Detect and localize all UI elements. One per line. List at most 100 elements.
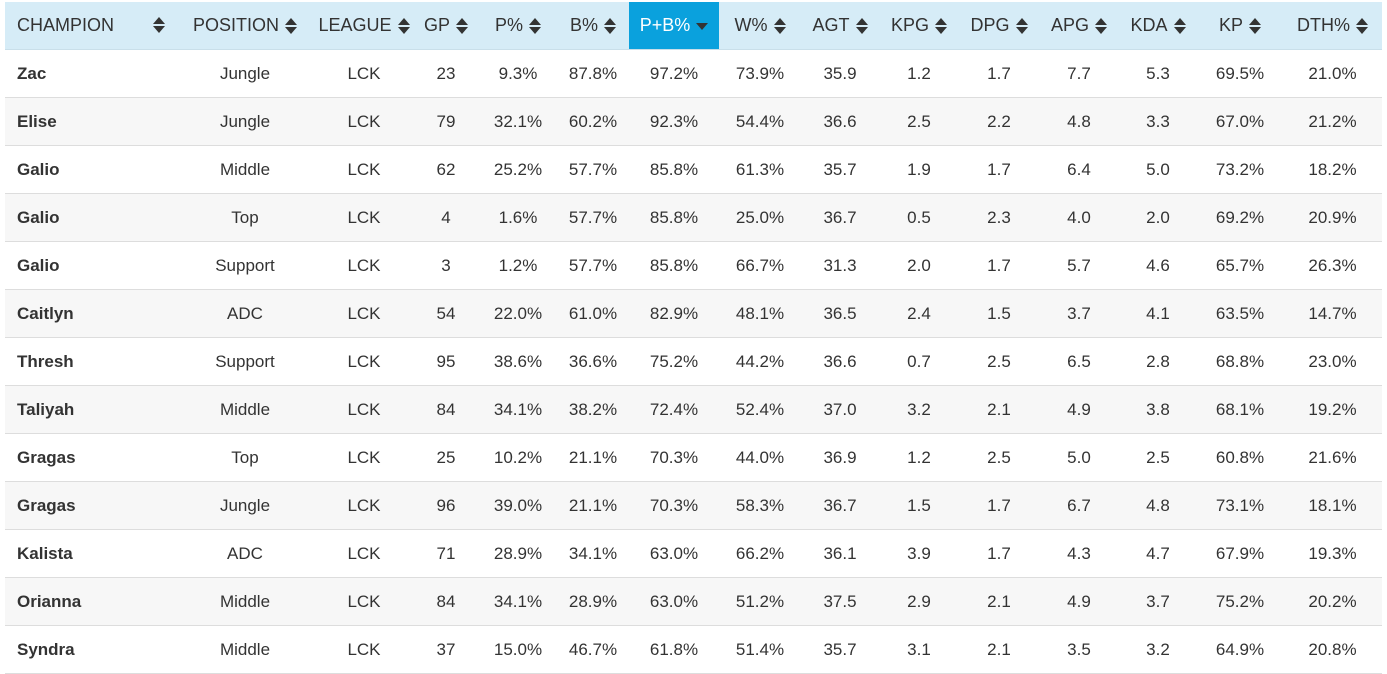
- cell-kpg: 2.0: [879, 241, 959, 290]
- cell-position: Top: [175, 433, 315, 482]
- cell-bpct: 21.1%: [557, 433, 629, 482]
- sort-icon[interactable]: [1173, 17, 1186, 35]
- cell-pplus-bpct: 85.8%: [629, 193, 719, 242]
- cell-kpg: 1.2: [879, 433, 959, 482]
- cell-gp: 95: [413, 337, 479, 386]
- cell-kda: 2.5: [1119, 433, 1197, 482]
- table-row[interactable]: Syndra Middle LCK 37 15.0% 46.7% 61.8% 51.4% 35.…: [5, 625, 1382, 674]
- cell-apg: 6.5: [1039, 337, 1119, 386]
- cell-league: LCK: [315, 97, 413, 146]
- sort-desc-icon[interactable]: [696, 17, 709, 35]
- table-row[interactable]: Elise Jungle LCK 79 32.1% 60.2% 92.3% 54.4% 36.6…: [5, 97, 1382, 146]
- table-row[interactable]: Taliyah Middle LCK 84 34.1% 38.2% 72.4% 52.4% 37…: [5, 385, 1382, 434]
- cell-wpct: 66.2%: [719, 529, 801, 578]
- cell-dthpct: 20.2%: [1283, 577, 1382, 626]
- cell-dthpct: 21.2%: [1283, 97, 1382, 146]
- cell-kda: 3.3: [1119, 97, 1197, 146]
- cell-agt: 36.9: [801, 433, 879, 482]
- column-header-ppct[interactable]: P%: [479, 2, 557, 50]
- cell-kda: 2.0: [1119, 193, 1197, 242]
- column-header-position[interactable]: POSITION: [175, 2, 315, 50]
- table-row[interactable]: Gragas Top LCK 25 10.2% 21.1% 70.3% 44.0% 36.9 1.…: [5, 433, 1382, 482]
- cell-agt: 35.7: [801, 145, 879, 194]
- sort-icon[interactable]: [529, 17, 541, 35]
- column-header-kda[interactable]: KDA: [1119, 2, 1197, 50]
- column-header-dpg[interactable]: DPG: [959, 2, 1039, 50]
- cell-position: Jungle: [175, 481, 315, 530]
- cell-league: LCK: [315, 433, 413, 482]
- cell-bpct: 57.7%: [557, 241, 629, 290]
- column-header-gp[interactable]: GP: [413, 2, 479, 50]
- column-header-apg[interactable]: APG: [1039, 2, 1119, 50]
- cell-champion: Caitlyn: [5, 289, 175, 338]
- cell-gp: 23: [413, 49, 479, 98]
- column-header-kp[interactable]: KP: [1197, 2, 1283, 50]
- sort-icon[interactable]: [1015, 17, 1028, 35]
- cell-wpct: 44.2%: [719, 337, 801, 386]
- cell-kpg: 3.1: [879, 625, 959, 674]
- table-row[interactable]: Thresh Support LCK 95 38.6% 36.6% 75.2% 44.2% 36…: [5, 337, 1382, 386]
- cell-kda: 2.8: [1119, 337, 1197, 386]
- table-row[interactable]: Galio Top LCK 4 1.6% 57.7% 85.8% 25.0% 36.7 0.5 2.…: [5, 193, 1382, 242]
- cell-dthpct: 21.6%: [1283, 433, 1382, 482]
- table-row[interactable]: Gragas Jungle LCK 96 39.0% 21.1% 70.3% 58.3% 36.…: [5, 481, 1382, 530]
- column-header-pplus-bpct[interactable]: P+B%: [629, 2, 719, 50]
- sort-icon[interactable]: [773, 17, 786, 35]
- cell-apg: 6.7: [1039, 481, 1119, 530]
- sort-icon[interactable]: [855, 17, 868, 35]
- sort-icon[interactable]: [935, 17, 947, 35]
- sort-icon[interactable]: [456, 17, 468, 35]
- column-header-label: KP: [1218, 15, 1243, 36]
- sort-icon[interactable]: [1249, 17, 1261, 35]
- table-row[interactable]: Galio Middle LCK 62 25.2% 57.7% 85.8% 61.3% 35.7…: [5, 145, 1382, 194]
- table-row[interactable]: Kalista ADC LCK 71 28.9% 34.1% 63.0% 66.2% 36.1 3…: [5, 529, 1382, 578]
- cell-champion: Galio: [5, 241, 175, 290]
- table-row[interactable]: Caitlyn ADC LCK 54 22.0% 61.0% 82.9% 48.1% 36.5 2…: [5, 289, 1382, 338]
- cell-kpg: 2.4: [879, 289, 959, 338]
- sort-icon[interactable]: [1095, 17, 1107, 35]
- column-header-kpg[interactable]: KPG: [879, 2, 959, 50]
- table-row[interactable]: Orianna Middle LCK 84 34.1% 28.9% 63.0% 51.2% 37…: [5, 577, 1382, 626]
- cell-ppct: 38.6%: [479, 337, 557, 386]
- column-header-bpct[interactable]: B%: [557, 2, 629, 50]
- cell-champion: Gragas: [5, 433, 175, 482]
- sort-icon[interactable]: [1356, 17, 1368, 35]
- cell-kp: 68.1%: [1197, 385, 1283, 434]
- cell-position: Jungle: [175, 97, 315, 146]
- column-header-wpct[interactable]: W%: [719, 2, 801, 50]
- cell-gp: 25: [413, 433, 479, 482]
- cell-gp: 79: [413, 97, 479, 146]
- cell-wpct: 51.4%: [719, 625, 801, 674]
- cell-champion: Zac: [5, 49, 175, 98]
- cell-kpg: 1.2: [879, 49, 959, 98]
- sort-icon[interactable]: [285, 17, 297, 35]
- column-header-champion[interactable]: CHAMPION: [5, 2, 175, 50]
- cell-league: LCK: [315, 289, 413, 338]
- cell-dthpct: 18.1%: [1283, 481, 1382, 530]
- table-row[interactable]: Galio Support LCK 3 1.2% 57.7% 85.8% 66.7% 31.3 2…: [5, 241, 1382, 290]
- cell-kp: 60.8%: [1197, 433, 1283, 482]
- column-header-label: P%: [494, 15, 523, 36]
- column-header-agt[interactable]: AGT: [801, 2, 879, 50]
- cell-pplus-bpct: 75.2%: [629, 337, 719, 386]
- cell-kp: 68.8%: [1197, 337, 1283, 386]
- cell-wpct: 48.1%: [719, 289, 801, 338]
- column-header-label: B%: [569, 15, 598, 36]
- column-header-dthpct[interactable]: DTH%: [1283, 2, 1382, 50]
- column-header-label: W%: [734, 15, 768, 36]
- cell-kp: 69.2%: [1197, 193, 1283, 242]
- cell-dpg: 2.5: [959, 337, 1039, 386]
- cell-champion: Kalista: [5, 529, 175, 578]
- sort-icon[interactable]: [397, 17, 410, 35]
- cell-gp: 71: [413, 529, 479, 578]
- column-header-league[interactable]: LEAGUE: [315, 2, 413, 50]
- sort-icon[interactable]: [153, 16, 165, 34]
- sort-icon[interactable]: [604, 17, 616, 35]
- cell-kpg: 0.7: [879, 337, 959, 386]
- cell-dthpct: 23.0%: [1283, 337, 1382, 386]
- cell-kpg: 0.5: [879, 193, 959, 242]
- cell-position: Middle: [175, 385, 315, 434]
- cell-champion: Thresh: [5, 337, 175, 386]
- table-row[interactable]: Zac Jungle LCK 23 9.3% 87.8% 97.2% 73.9% 35.9 1.2…: [5, 49, 1382, 98]
